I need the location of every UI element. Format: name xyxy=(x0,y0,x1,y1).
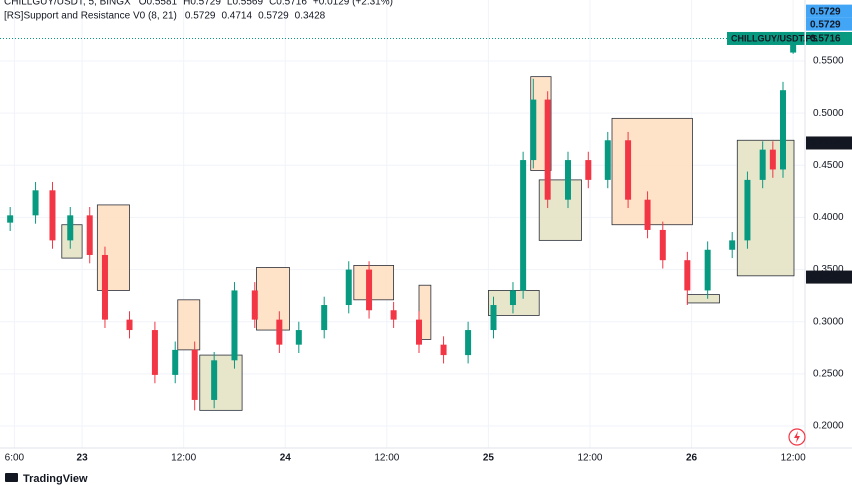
indicator-value: 0.3428 xyxy=(295,11,326,22)
x-tick-label: 23 xyxy=(77,453,89,464)
header-title: CHILLGUY/USDT, 5, BINGX xyxy=(4,0,131,8)
ohlc-value: 0.5729 xyxy=(190,0,221,8)
candle-body xyxy=(704,249,711,291)
candle-body xyxy=(769,149,776,170)
resistance-zone xyxy=(256,267,290,331)
candle-body xyxy=(231,290,238,361)
price-tag xyxy=(806,270,852,284)
x-tick-label: 6:00 xyxy=(5,453,25,464)
price-tag-label: 0.5729 xyxy=(810,6,841,17)
ohlc-value: 0.5716 xyxy=(276,0,307,8)
logo xyxy=(5,473,18,482)
ticker-label: CHILLGUY/USDT.PS xyxy=(731,33,818,43)
price-tag-label: 0.5729 xyxy=(810,19,841,30)
candle-body xyxy=(759,149,766,180)
indicator-value: 0.5729 xyxy=(185,11,216,22)
ohlc-label: O xyxy=(139,0,147,8)
price-tag-label: 0.5716 xyxy=(810,34,841,45)
y-tick-label: 0.4000 xyxy=(813,212,844,223)
x-tick-label: 26 xyxy=(686,453,698,464)
brand: TradingView xyxy=(23,473,88,485)
x-tick-label: 12:00 xyxy=(171,453,196,464)
support-zone xyxy=(686,294,720,304)
y-tick-label: 0.2500 xyxy=(813,368,844,379)
candle-body xyxy=(32,190,39,216)
ticker-tag xyxy=(727,31,805,45)
y-tick-label: 0.5000 xyxy=(813,108,844,119)
candle-body xyxy=(251,290,258,320)
indicator-value: 0.4714 xyxy=(221,11,252,22)
candle-body xyxy=(390,310,397,320)
candle-body xyxy=(440,344,447,356)
indicator-value: 0.5729 xyxy=(258,11,289,22)
price-tag xyxy=(806,136,852,150)
indicator-name: [RS]Support and Resistance V0 (8, 21) xyxy=(4,11,177,22)
ohlc-label: C xyxy=(269,0,276,8)
candle-body xyxy=(530,99,537,161)
ohlc-value: 0.5569 xyxy=(232,0,263,8)
candle-body xyxy=(520,160,527,291)
ohlc-label: L xyxy=(227,0,233,8)
x-tick-label: 25 xyxy=(483,453,495,464)
x-tick-label: 12:00 xyxy=(781,453,806,464)
candle-body xyxy=(729,240,736,250)
candle-body xyxy=(564,160,571,200)
ohlc-value: 0.5581 xyxy=(146,0,177,8)
candle-body xyxy=(659,229,666,261)
x-tick-label: 12:00 xyxy=(577,453,602,464)
candle-body xyxy=(49,190,56,241)
candle-body xyxy=(779,90,786,170)
candle-body xyxy=(295,330,302,345)
y-tick-label: 0.5500 xyxy=(813,56,844,67)
candle-body xyxy=(585,160,592,180)
candle-body xyxy=(684,260,691,291)
candle-body xyxy=(490,305,497,331)
candle-body xyxy=(625,140,632,200)
y-tick-label: 0.3000 xyxy=(813,316,844,327)
resistance-zone xyxy=(353,265,395,301)
x-tick-label: 24 xyxy=(280,453,292,464)
price-tag xyxy=(806,17,852,31)
resistance-zone xyxy=(177,299,201,351)
price-tag xyxy=(806,31,852,45)
candle-body xyxy=(604,140,611,180)
candle-body xyxy=(644,199,651,230)
support-zone xyxy=(199,354,243,411)
y-tick-label: 0.2000 xyxy=(813,421,844,432)
alert-icon[interactable] xyxy=(788,428,806,446)
candle-body xyxy=(790,38,797,53)
x-tick-label: 12:00 xyxy=(374,453,399,464)
candle-body xyxy=(509,290,516,306)
price-tag xyxy=(806,4,852,18)
price-tag-label: 0.3428 xyxy=(810,272,841,283)
resistance-zone xyxy=(611,117,693,226)
candle-body xyxy=(544,99,551,200)
ohlc-label: H xyxy=(183,0,190,8)
candle-body xyxy=(67,215,74,241)
candle-body xyxy=(366,269,373,311)
price-tag-label: 0.4714 xyxy=(810,138,841,149)
candle-body xyxy=(86,215,93,255)
candle-body xyxy=(345,269,352,306)
candle-body xyxy=(321,305,328,331)
candle-body xyxy=(211,360,218,400)
y-tick-label: 0.4500 xyxy=(813,160,844,171)
candle-body xyxy=(465,330,472,356)
candle-body xyxy=(126,319,133,331)
candle-body xyxy=(172,349,179,375)
y-tick-label: 0.3500 xyxy=(813,264,844,275)
candle-body xyxy=(276,319,283,345)
candle-body xyxy=(151,330,158,375)
price-change: +0.0129 (+2.31%) xyxy=(313,0,393,8)
candle-body xyxy=(101,254,108,320)
candle-body xyxy=(191,349,198,400)
candle-body xyxy=(416,319,423,345)
candle-body xyxy=(7,215,14,223)
candle-body xyxy=(744,179,751,241)
